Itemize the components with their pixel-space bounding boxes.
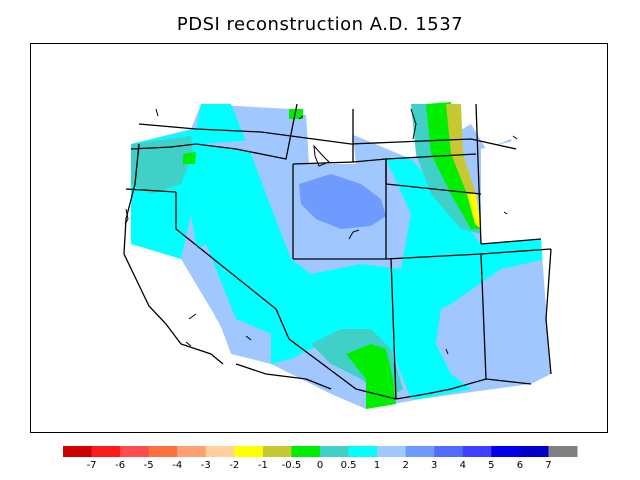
field-white-sd [481,139,541,244]
legend-swatch-10 [348,446,378,457]
legend-swatch-2 [120,446,150,457]
field-green-idaho [183,152,196,164]
legend-label: 7 [545,460,551,471]
legend-label: -0.5 [282,460,302,471]
legend-swatch-6 [234,446,264,457]
map-frame [30,43,608,433]
pdsi-map [31,44,607,432]
legend-swatch-1 [91,446,121,457]
legend-swatch-12 [405,446,435,457]
field-white-nw [31,44,607,144]
legend-label: 4 [460,460,466,471]
legend-swatch-9 [320,446,350,457]
field-white-se [366,374,607,432]
field-teal-oregon [131,136,193,194]
legend-swatch-0 [63,446,93,457]
map-title: PDSI reconstruction A.D. 1537 [176,14,464,35]
field-white-center [306,112,356,164]
legend-label: 0.5 [341,460,357,471]
field-light-blue-ca [181,244,271,364]
field-green-montana [426,102,481,229]
legend-label: -6 [115,460,125,471]
legend-swatches [63,446,578,457]
field-light-blue-nm [436,269,551,384]
legend-swatch-11 [377,446,407,457]
legend-swatch-15 [491,446,521,457]
legend-label: 5 [488,460,494,471]
field-green-arizona [346,344,396,409]
state-boundaries [123,103,552,400]
legend-label: 2 [402,460,408,471]
field-white-sw [31,244,366,432]
field-white-east [541,234,607,374]
legend-swatch-4 [177,446,207,457]
legend-swatch-3 [148,446,178,457]
legend-label: -3 [201,460,211,471]
field-olive-montana [446,104,479,214]
field-medium-blue [299,174,386,229]
field-yellow-montana [467,194,481,229]
legend-swatch-8 [291,446,321,457]
legend-label: 3 [431,460,437,471]
legend-label: -1 [258,460,268,471]
legend-label: -2 [229,460,239,471]
legend-swatch-14 [462,446,492,457]
legend-swatch-13 [434,446,464,457]
water-bodies [124,108,518,355]
field-green-oregon-peak [289,109,303,119]
legend-swatch-5 [205,446,235,457]
legend-label: 0 [317,460,323,471]
legend-swatch-7 [262,446,292,457]
legend-label: 6 [517,460,523,471]
field-white-mt [471,104,511,149]
legend-labels: -7 -6 -5 -4 -3 -2 -1 -0.5 0 0.5 1 2 3 4 5 6 7 [87,460,552,471]
legend-label: 1 [374,460,380,471]
legend-label: -5 [144,460,154,471]
legend-label: -4 [172,460,182,471]
legend-label: -7 [87,460,97,471]
legend-swatch-16 [519,446,549,457]
legend-swatch-17 [548,446,578,457]
